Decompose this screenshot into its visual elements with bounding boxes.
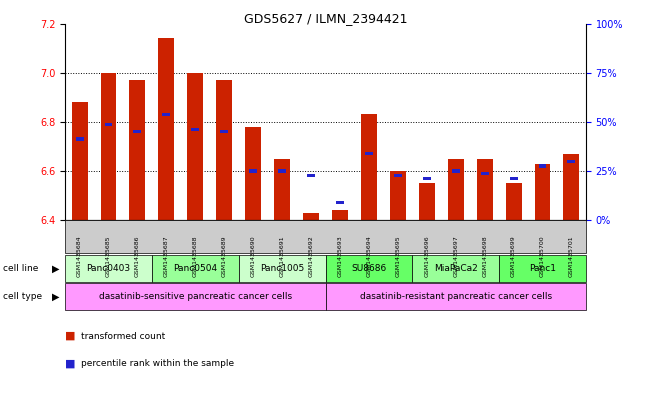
Bar [303, 213, 319, 220]
Bar [216, 80, 232, 220]
Text: cell line: cell line [3, 264, 38, 273]
Bar [361, 114, 377, 220]
Bar [307, 174, 315, 178]
Bar [72, 102, 87, 220]
Text: ■: ■ [65, 331, 76, 341]
Bar [568, 160, 575, 163]
Bar [76, 138, 83, 141]
Bar [506, 183, 521, 220]
Bar [448, 159, 464, 220]
Text: Panc1005: Panc1005 [260, 264, 304, 273]
Text: GSM1435688: GSM1435688 [193, 235, 198, 277]
Bar [538, 164, 546, 168]
Bar [422, 177, 431, 180]
Text: GSM1435696: GSM1435696 [424, 235, 429, 277]
Text: GSM1435699: GSM1435699 [511, 235, 516, 277]
Text: ▶: ▶ [51, 291, 59, 301]
Text: Panc1: Panc1 [529, 264, 556, 273]
Text: GSM1435689: GSM1435689 [222, 235, 227, 277]
Text: GSM1435691: GSM1435691 [279, 235, 284, 277]
Bar [245, 127, 261, 220]
Text: GSM1435694: GSM1435694 [367, 235, 372, 277]
Bar [564, 154, 579, 220]
Text: ▶: ▶ [51, 264, 59, 274]
Text: GSM1435690: GSM1435690 [251, 235, 256, 277]
Text: GSM1435685: GSM1435685 [106, 235, 111, 277]
Bar [130, 80, 145, 220]
Bar [390, 171, 406, 220]
Text: GSM1435700: GSM1435700 [540, 235, 545, 277]
Bar [220, 130, 229, 133]
Bar [133, 130, 141, 133]
Bar [336, 201, 344, 204]
Bar [452, 169, 460, 173]
Bar [105, 123, 113, 126]
Text: GSM1435701: GSM1435701 [569, 235, 574, 277]
Bar [394, 174, 402, 178]
Bar [191, 128, 199, 131]
Text: GSM1435687: GSM1435687 [164, 235, 169, 277]
Bar [332, 210, 348, 220]
Text: ■: ■ [65, 358, 76, 369]
Bar [477, 159, 493, 220]
Bar [365, 152, 373, 155]
Bar [419, 183, 435, 220]
Text: GSM1435684: GSM1435684 [77, 235, 82, 277]
Text: GSM1435692: GSM1435692 [309, 235, 314, 277]
Text: dasatinib-sensitive pancreatic cancer cells: dasatinib-sensitive pancreatic cancer ce… [99, 292, 292, 301]
Text: dasatinib-resistant pancreatic cancer cells: dasatinib-resistant pancreatic cancer ce… [359, 292, 552, 301]
Bar [187, 73, 203, 220]
Bar [158, 39, 174, 220]
Bar [249, 169, 257, 173]
Bar [278, 169, 286, 173]
Bar [480, 172, 489, 175]
Bar [162, 113, 171, 116]
Bar [274, 159, 290, 220]
Text: transformed count: transformed count [81, 332, 165, 340]
Text: GDS5627 / ILMN_2394421: GDS5627 / ILMN_2394421 [243, 12, 408, 25]
Bar [510, 177, 518, 180]
Text: SU8686: SU8686 [352, 264, 387, 273]
Text: GSM1435698: GSM1435698 [482, 235, 487, 277]
Text: percentile rank within the sample: percentile rank within the sample [81, 359, 234, 368]
Text: Panc0504: Panc0504 [173, 264, 217, 273]
Text: MiaPaCa2: MiaPaCa2 [434, 264, 478, 273]
Text: cell type: cell type [3, 292, 42, 301]
Text: Panc0403: Panc0403 [87, 264, 131, 273]
Text: GSM1435695: GSM1435695 [395, 235, 400, 277]
Text: GSM1435686: GSM1435686 [135, 235, 140, 277]
Text: GSM1435693: GSM1435693 [337, 235, 342, 277]
Bar [100, 73, 117, 220]
Text: GSM1435697: GSM1435697 [453, 235, 458, 277]
Bar [534, 163, 551, 220]
